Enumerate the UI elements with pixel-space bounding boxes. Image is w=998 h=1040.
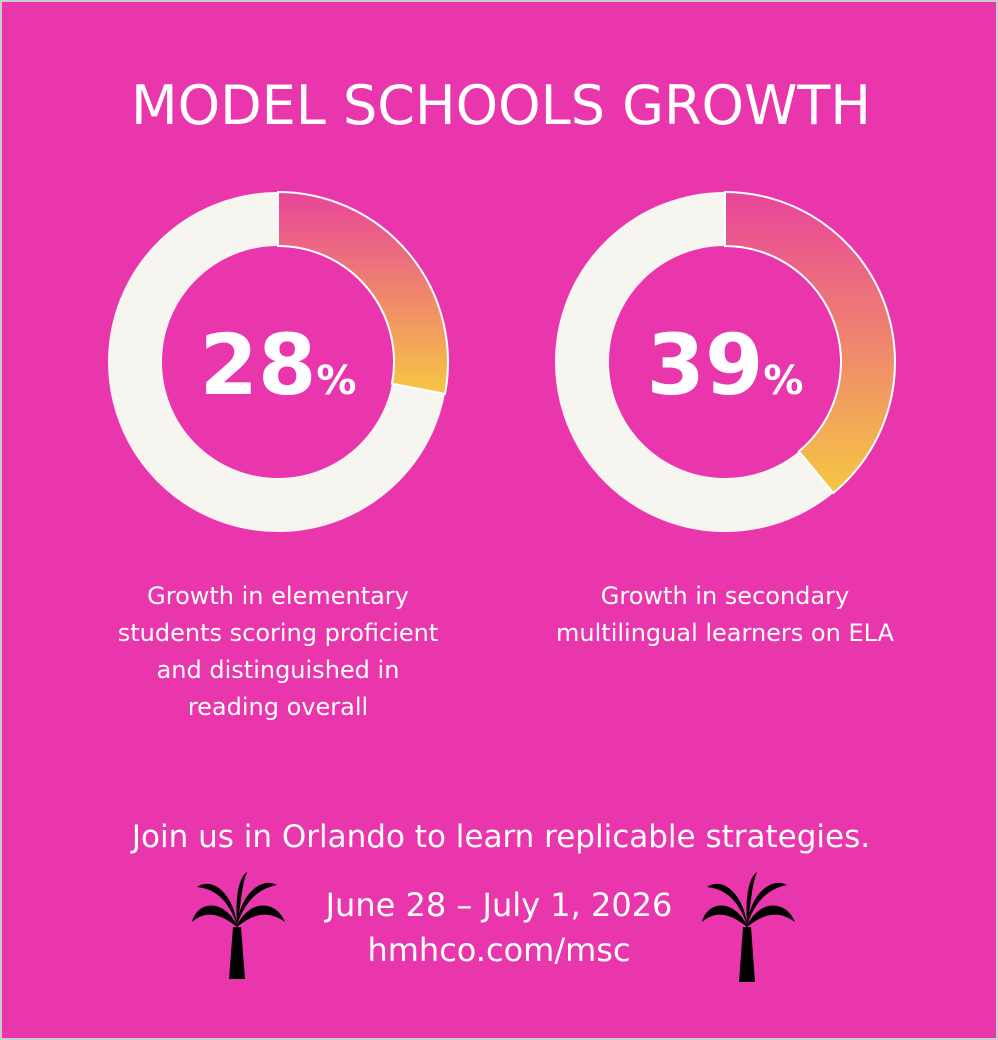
caption: Growth in elementary students scoring pr… xyxy=(117,582,439,721)
donut-segment xyxy=(277,190,449,396)
donut-segment xyxy=(724,190,896,495)
value-label: 28% xyxy=(200,316,357,414)
url: hmhco.com/msc xyxy=(367,931,630,969)
dates: June 28 – July 1, 2026 xyxy=(324,886,673,924)
value-label: 39% xyxy=(647,316,804,414)
palm-tree xyxy=(702,872,795,982)
caption: Growth in secondary multilingual learner… xyxy=(556,582,894,647)
palm-tree xyxy=(192,872,285,979)
title: MODEL SCHOOLS GROWTH xyxy=(131,74,871,137)
tagline: Join us in Orlando to learn replicable s… xyxy=(130,819,870,855)
